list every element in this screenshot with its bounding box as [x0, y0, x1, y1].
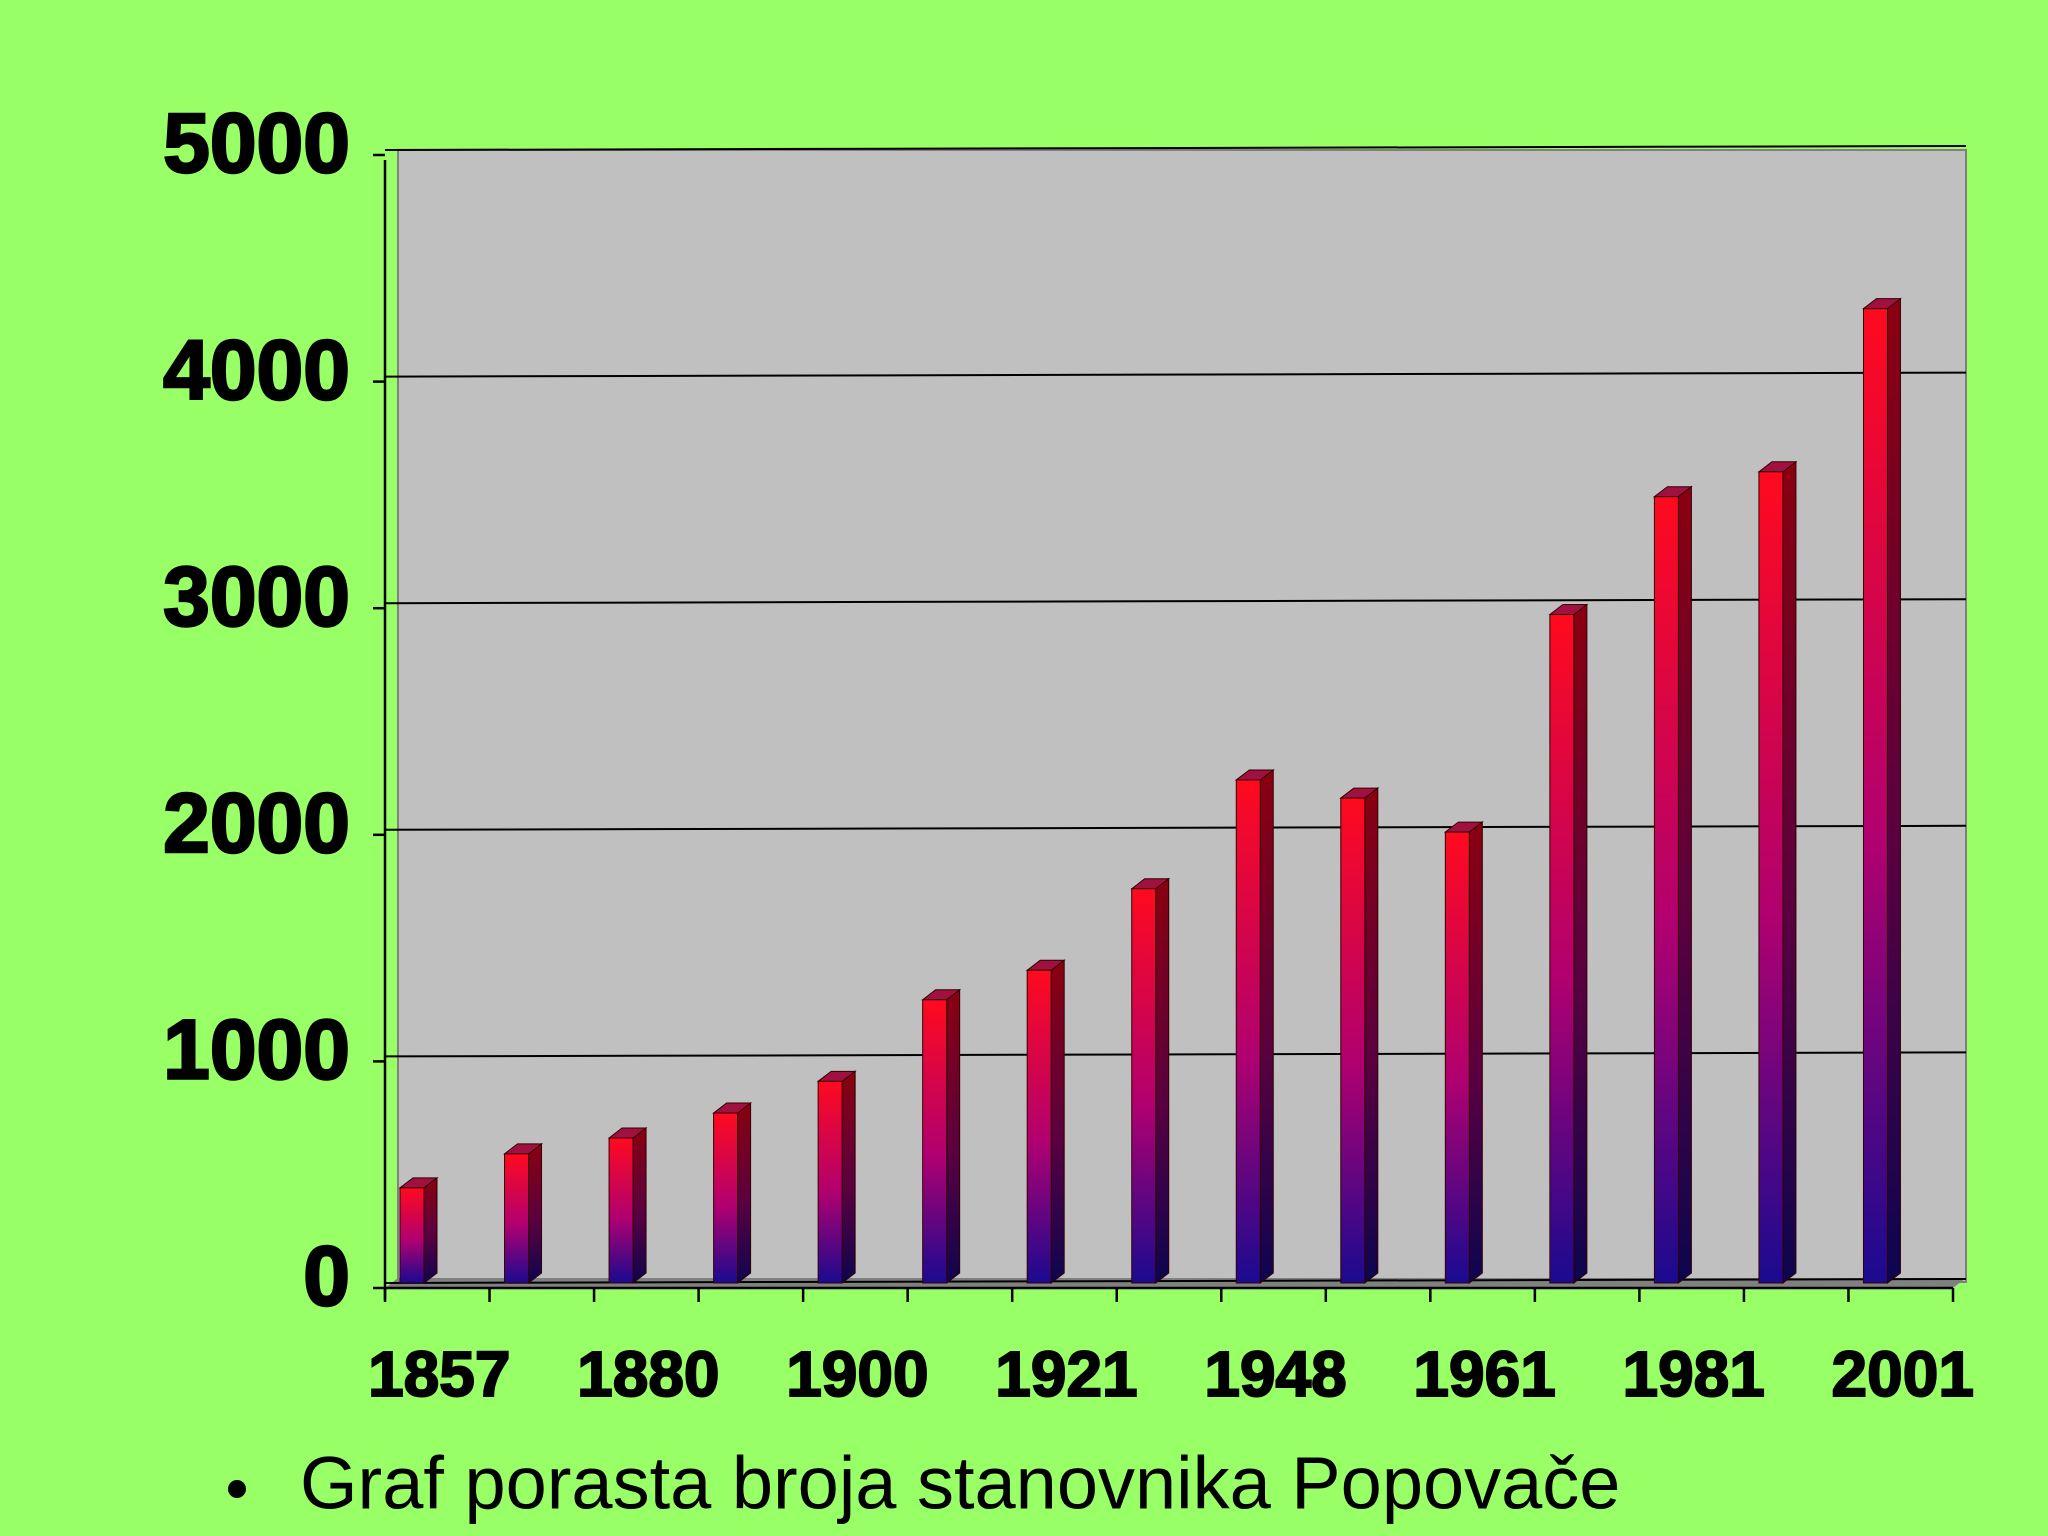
bar-side	[1155, 877, 1170, 1285]
y-tick-label: 4000	[163, 323, 350, 417]
x-tick-label: 1961	[1413, 1338, 1555, 1410]
y-tick-label: 0	[303, 1229, 350, 1323]
grid-line	[384, 145, 1967, 151]
bar-side	[737, 1102, 752, 1285]
grid-line	[384, 1278, 1967, 1284]
bar-side	[1468, 821, 1483, 1285]
bar	[713, 1112, 739, 1284]
bar	[504, 1153, 530, 1284]
y-tick-label: 2000	[163, 776, 350, 870]
bar	[922, 999, 948, 1284]
bar	[1131, 888, 1157, 1284]
y-tick-label: 3000	[163, 549, 350, 643]
bar-side	[1573, 603, 1588, 1285]
bar	[1653, 496, 1679, 1284]
x-tick-label: 1900	[786, 1338, 928, 1410]
grid-line	[384, 824, 1967, 831]
plot-area	[397, 149, 1967, 1283]
bar	[1862, 308, 1888, 1284]
bar-side	[1050, 959, 1065, 1285]
bar	[1340, 797, 1366, 1284]
x-tick-label: 2001	[1832, 1338, 1974, 1410]
bar-side	[528, 1142, 543, 1285]
x-tick-label: 1948	[1204, 1338, 1346, 1410]
bar	[1444, 831, 1470, 1284]
y-tick-label: 5000	[163, 96, 350, 190]
bar-side	[1782, 460, 1797, 1285]
bar-side	[1364, 787, 1379, 1285]
bar-side	[1677, 485, 1692, 1285]
grid-line	[384, 1051, 1967, 1058]
x-tick-label: 1981	[1622, 1338, 1764, 1410]
bar	[817, 1080, 843, 1284]
bar	[1549, 614, 1575, 1284]
bar-side	[946, 988, 961, 1285]
bar	[1026, 969, 1052, 1284]
bar	[399, 1187, 425, 1284]
grid-line	[384, 371, 1967, 378]
bar-side	[841, 1070, 856, 1285]
bullet	[228, 1480, 246, 1498]
x-tick-label: 1880	[577, 1338, 719, 1410]
caption: Graf porasta broja stanovnika Popovače	[300, 1442, 1620, 1525]
bar	[1758, 471, 1784, 1284]
x-tick-label: 1857	[368, 1338, 510, 1410]
bar-side	[1259, 768, 1274, 1285]
bar-side	[423, 1176, 438, 1285]
bar	[608, 1137, 634, 1284]
x-tick-label: 1921	[995, 1338, 1137, 1410]
bar-side	[632, 1126, 647, 1285]
bar-side	[1886, 297, 1901, 1285]
grid-line	[384, 598, 1967, 605]
y-tick-label: 1000	[163, 1003, 350, 1097]
bar	[1235, 779, 1261, 1284]
